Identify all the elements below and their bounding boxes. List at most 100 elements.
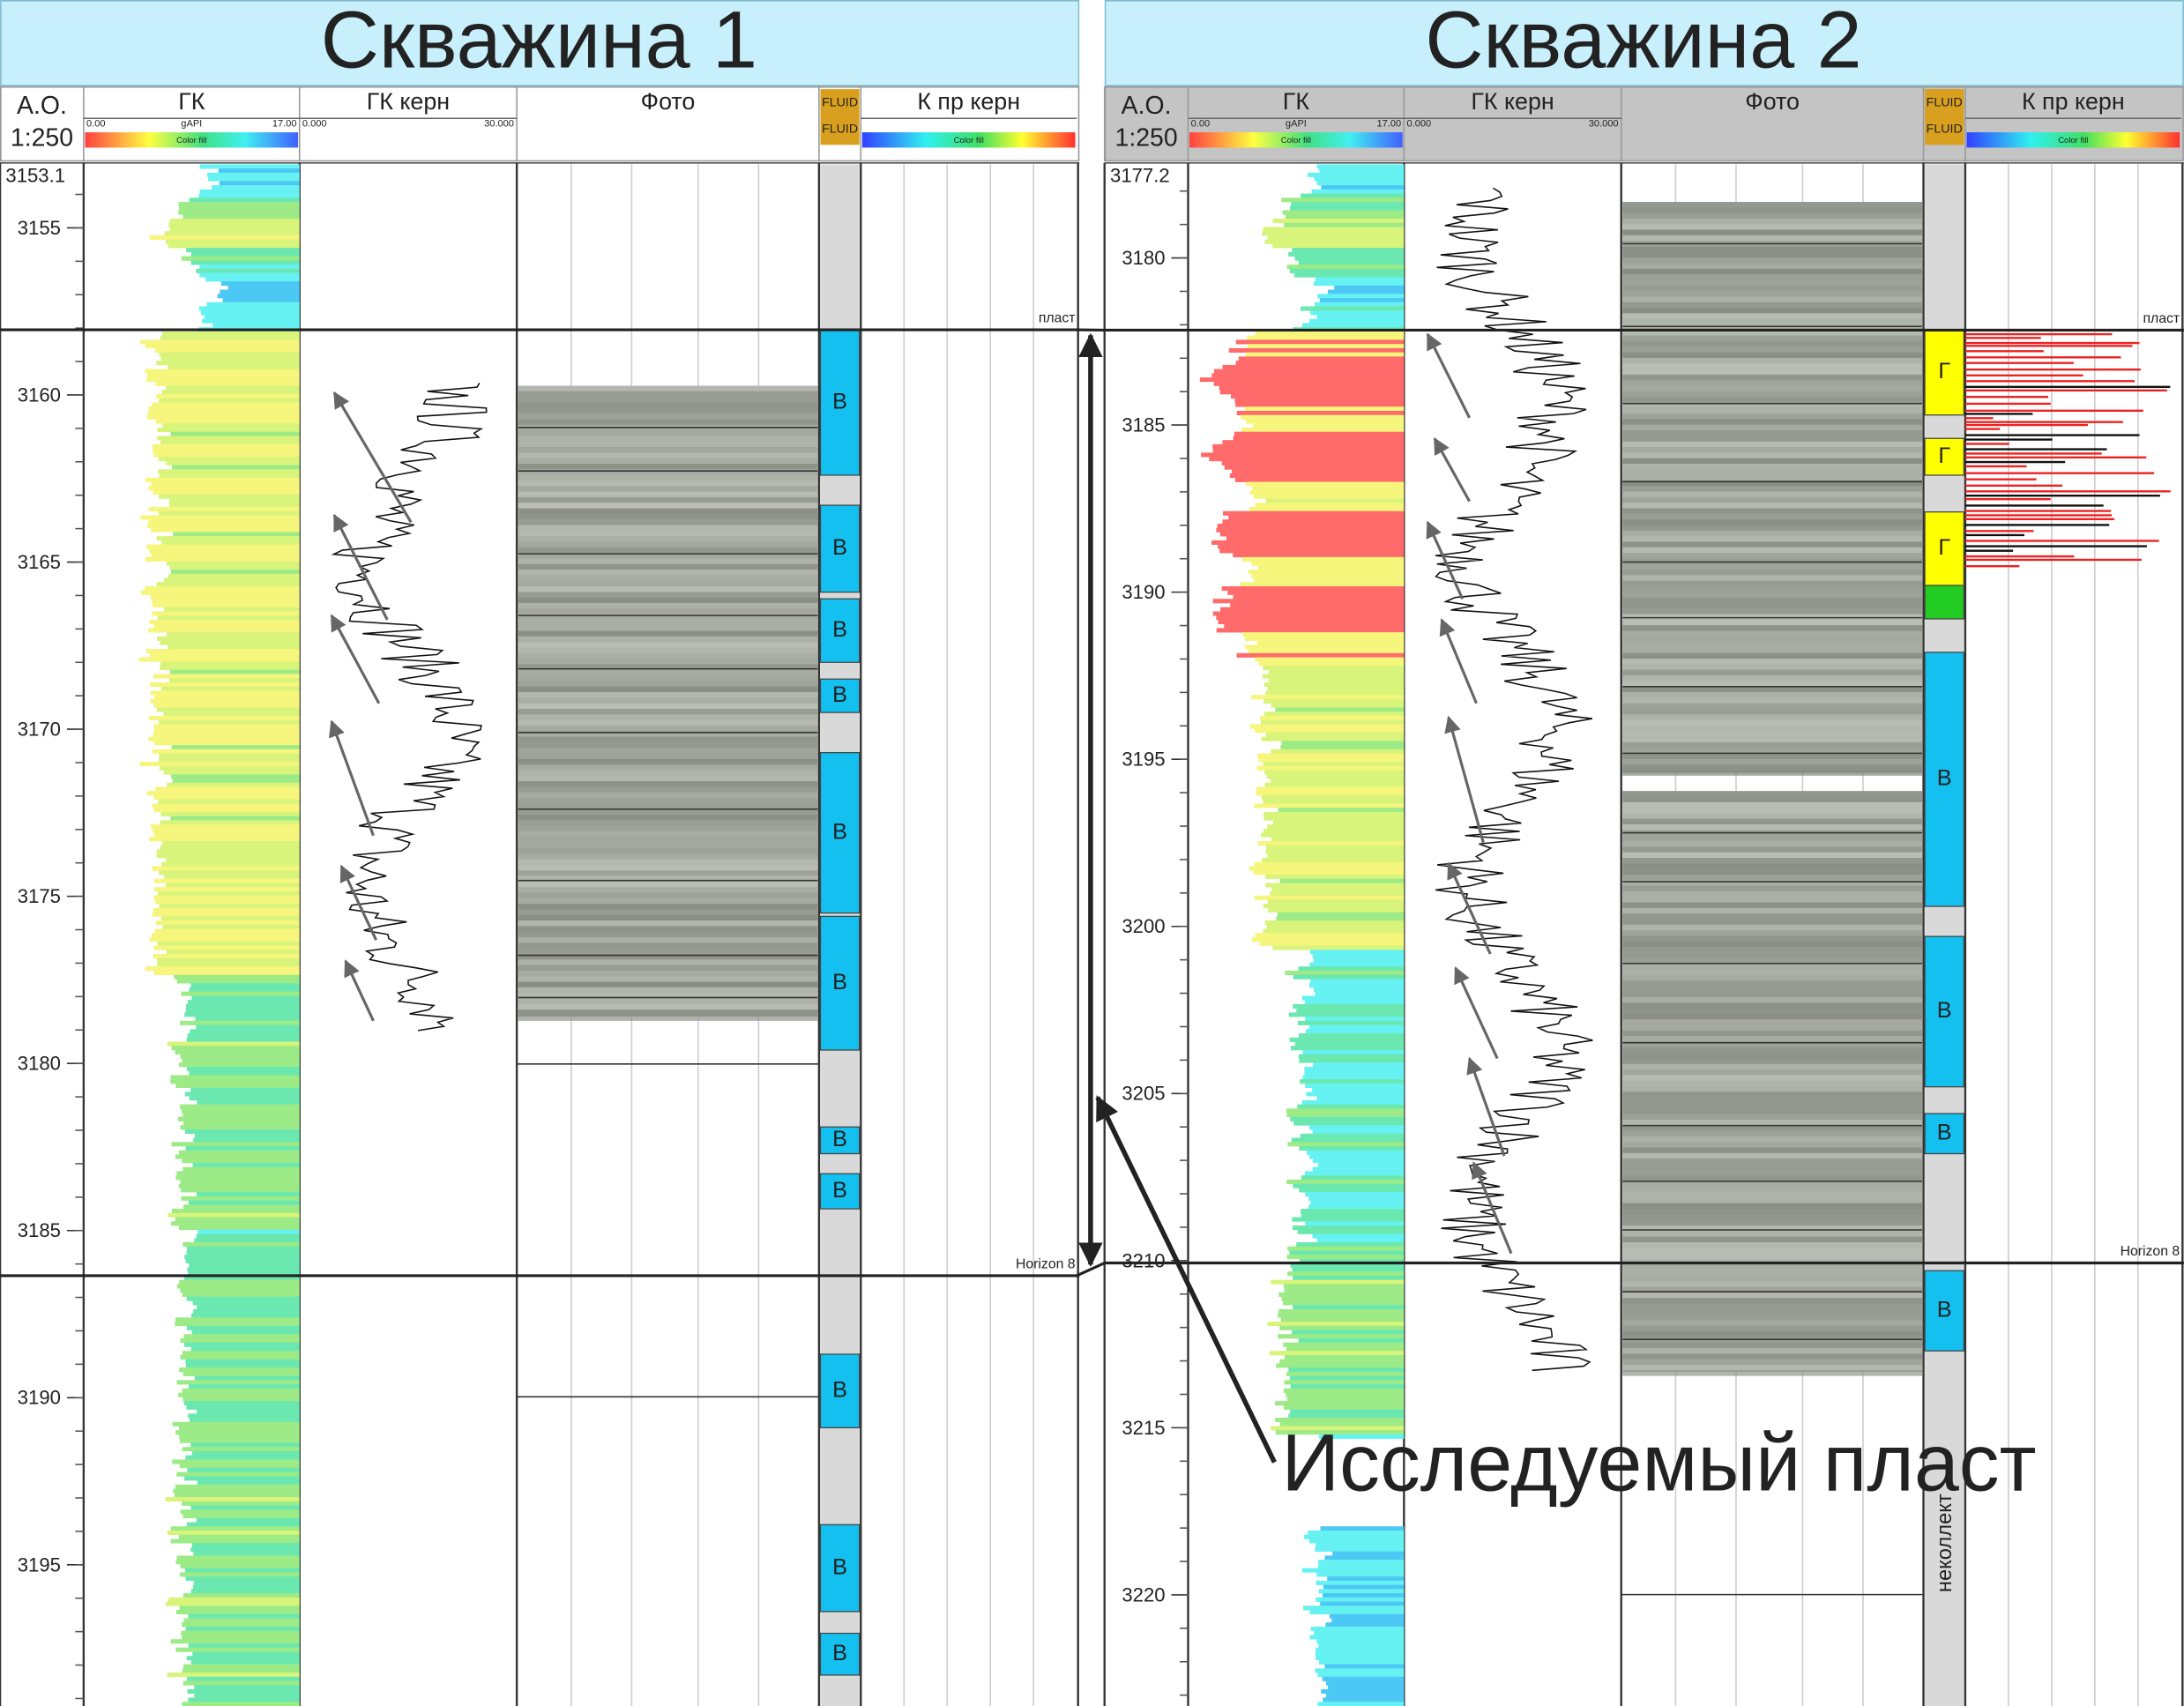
gk-fill xyxy=(1281,197,1405,203)
core-photo-band xyxy=(518,558,818,564)
gk-fill xyxy=(1216,527,1405,533)
gk-fill xyxy=(175,1610,300,1615)
top-depth-label: 3153.1 xyxy=(5,164,65,186)
gk-fill xyxy=(1254,895,1405,900)
gk-fill xyxy=(176,1284,300,1289)
gk-fill xyxy=(1241,414,1405,420)
gk-fill xyxy=(1252,486,1405,491)
fluid-label: В xyxy=(832,389,847,413)
gk-fill xyxy=(184,1255,300,1260)
gk-fill xyxy=(199,264,300,270)
gk-fill xyxy=(1219,548,1405,554)
gk-fill xyxy=(1288,1413,1405,1419)
core-photo-band xyxy=(1622,324,1922,331)
gk-fill xyxy=(1315,1546,1405,1552)
core-photo-band xyxy=(1622,525,1922,531)
gk-fill xyxy=(175,1430,300,1435)
gk-fill xyxy=(160,686,300,691)
fluid-label: В xyxy=(832,535,847,560)
gk-fill xyxy=(1279,1359,1405,1364)
core-photo-band xyxy=(1622,407,1922,414)
core-photo-band xyxy=(518,825,818,832)
gk-fill xyxy=(164,231,300,236)
gk-fill xyxy=(178,1392,300,1397)
core-photo-band xyxy=(1622,1158,1922,1165)
gk-fill xyxy=(1233,553,1405,558)
core-photo-band xyxy=(1622,1024,1922,1031)
gk-fill xyxy=(1263,227,1405,232)
gk-fill xyxy=(184,1476,300,1481)
core-photo-band xyxy=(1622,592,1922,598)
gk-fill xyxy=(1285,214,1405,220)
gk-fill xyxy=(1248,570,1405,575)
gk-fill xyxy=(179,1438,300,1443)
scale-unit: gAPI xyxy=(181,119,202,130)
core-photo-band xyxy=(1622,257,1922,264)
gk-fill xyxy=(153,703,300,708)
fluid-label: В xyxy=(832,1178,847,1203)
gk-fill xyxy=(175,1322,300,1327)
gk-fill xyxy=(197,1409,300,1414)
gk-fill xyxy=(1271,749,1405,754)
gk-fill xyxy=(1267,899,1405,905)
gk-fill xyxy=(153,623,300,629)
gk-fill xyxy=(168,1597,300,1602)
gk-fill xyxy=(168,498,300,503)
core-photo-band xyxy=(1622,202,1922,208)
core-photo-band xyxy=(518,407,818,414)
gk-fill xyxy=(1318,1643,1405,1648)
core-photo-band xyxy=(1622,536,1922,542)
gk-fill xyxy=(1275,707,1405,712)
core-photo-band xyxy=(518,970,818,977)
gk-fill xyxy=(1283,1342,1405,1347)
gk-fill xyxy=(180,1509,300,1515)
gk-fill xyxy=(148,506,300,512)
depth-tick-label: 3210 xyxy=(1122,1249,1165,1271)
gk-fill xyxy=(157,962,300,967)
gk-fill xyxy=(1267,824,1405,830)
gk-fill xyxy=(1312,1087,1405,1092)
core-photo-band xyxy=(1622,996,1922,1003)
gk-fill xyxy=(1263,799,1405,804)
core-photo-band xyxy=(1622,496,1922,503)
gk-fill xyxy=(183,1334,300,1339)
gk-fill xyxy=(175,1317,300,1322)
core-photo-band xyxy=(1622,824,1922,831)
gk-fill xyxy=(140,515,300,520)
gk-fill xyxy=(1265,874,1405,880)
gk-fill xyxy=(170,1075,300,1080)
depth-tick-label: 3180 xyxy=(1122,247,1165,269)
gk-fill xyxy=(153,728,300,734)
gk-fill xyxy=(157,890,300,896)
gk-fill xyxy=(172,778,300,784)
gk-fill xyxy=(1276,916,1405,921)
core-photo-band xyxy=(518,892,818,898)
gk-fill xyxy=(1313,987,1405,992)
gk-fill xyxy=(190,1659,300,1665)
core-photo-band xyxy=(1622,885,1922,891)
gk-fill xyxy=(147,523,300,528)
gk-fill xyxy=(1199,377,1405,383)
core-photo-band xyxy=(1622,614,1922,620)
core-photo-band xyxy=(1622,753,1922,759)
core-photo-band xyxy=(1622,374,1922,381)
core-photo-band xyxy=(1622,1248,1922,1254)
gk-fill xyxy=(1275,1418,1405,1423)
gk-fill xyxy=(1316,1656,1405,1661)
fluid-header-label: FLUID xyxy=(822,96,858,110)
gk-fill xyxy=(1263,811,1405,816)
gk-fill xyxy=(183,1204,300,1210)
core-photo-band xyxy=(1622,890,1922,898)
gk-fill xyxy=(188,1413,300,1419)
gk-fill xyxy=(1233,594,1405,600)
core-photo-band xyxy=(1622,402,1922,408)
gk-fill xyxy=(1272,820,1405,825)
gk-fill xyxy=(1226,536,1405,541)
fluid-interval xyxy=(819,1173,861,1210)
gk-fill xyxy=(1327,289,1405,294)
gk-fill xyxy=(152,866,300,871)
column-header: Фото xyxy=(1745,88,1800,115)
gk-fill xyxy=(1221,586,1405,592)
core-photo-band xyxy=(1622,1086,1922,1092)
scale-max: 17.00 xyxy=(272,119,297,130)
